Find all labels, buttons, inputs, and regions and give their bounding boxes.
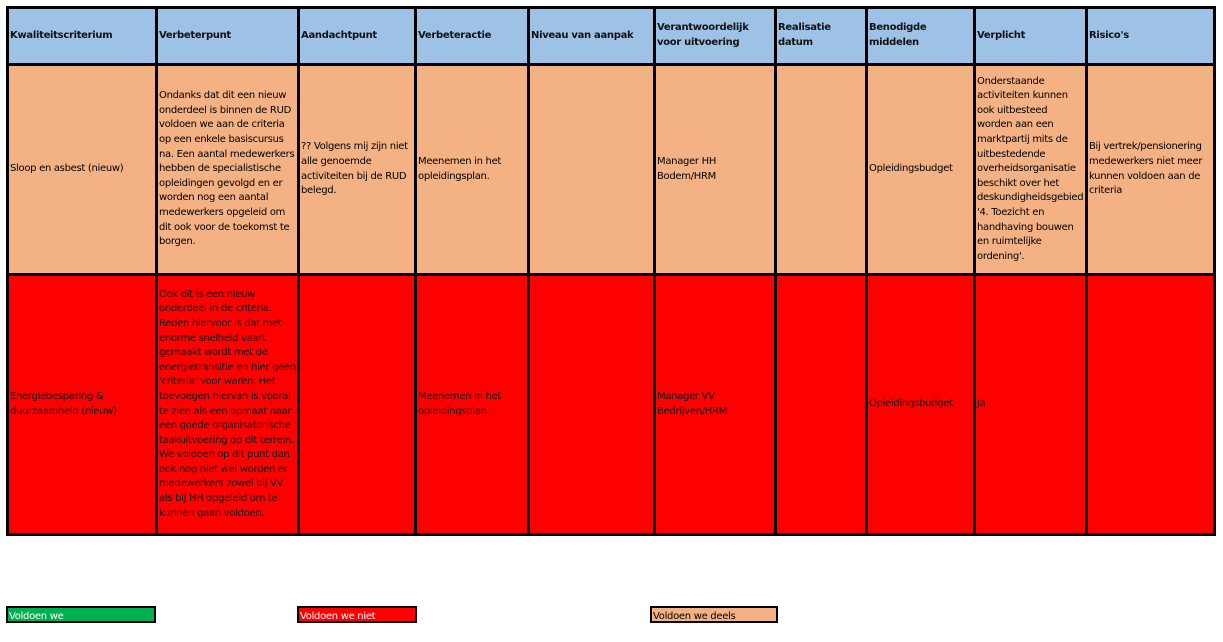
table-cell[interactable] xyxy=(297,273,417,536)
table-cell[interactable]: Ja xyxy=(973,273,1088,536)
table-cell[interactable] xyxy=(527,63,656,276)
table-cell[interactable] xyxy=(774,63,868,276)
criteria-table: Kwaliteitscriterium Verbeterpunt Aandach… xyxy=(6,6,1216,536)
table-cell[interactable]: Meenemen in het opleidingsplan. xyxy=(414,63,530,276)
header-verbeteractie[interactable]: Verbeteractie xyxy=(414,6,530,66)
legend-voldoen-we-niet[interactable]: Voldoen we niet xyxy=(297,606,417,623)
table-cell[interactable]: Meenemen in het opleidingsplan. xyxy=(414,273,530,536)
header-benodigde-middelen[interactable]: Benodigde middelen xyxy=(865,6,976,66)
table-cell[interactable]: Onderstaande activiteiten kunnen ook uit… xyxy=(973,63,1088,276)
header-aandachtpunt[interactable]: Aandachtpunt xyxy=(297,6,417,66)
header-verplicht[interactable]: Verplicht xyxy=(973,6,1088,66)
table-row: Energiebesparing & duurzaamheid (nieuw) … xyxy=(6,273,1216,536)
table-cell[interactable] xyxy=(774,273,868,536)
header-realisatie-datum[interactable]: Realisatie datum xyxy=(774,6,868,66)
header-niveau-van-aanpak[interactable]: Niveau van aanpak xyxy=(527,6,656,66)
table-row: Sloop en asbest (nieuw) Ondanks dat dit … xyxy=(6,63,1216,276)
table-cell[interactable]: Ondanks dat dit een nieuw onderdeel is b… xyxy=(155,63,300,276)
table-cell[interactable]: Manager VV Bedrijven/HRM xyxy=(653,273,777,536)
table-cell[interactable]: Bij vertrek/pensionering medewerkers nie… xyxy=(1085,63,1216,276)
header-verbeterpunt[interactable]: Verbeterpunt xyxy=(155,6,300,66)
table-cell[interactable]: ?? Volgens mij zijn niet alle genoemde a… xyxy=(297,63,417,276)
legend-voldoen-we[interactable]: Voldoen we xyxy=(6,606,156,623)
header-kwaliteitscriterium[interactable]: Kwaliteitscriterium xyxy=(6,6,158,66)
legend-voldoen-we-deels[interactable]: Voldoen we deels xyxy=(650,606,778,623)
table-cell[interactable]: Energiebesparing & duurzaamheid (nieuw) xyxy=(6,273,158,536)
table-cell[interactable]: Opleidingsbudget xyxy=(865,63,976,276)
cell-text: Ook dit is een nieuw onderdeel in de cri… xyxy=(159,288,296,519)
header-risicos[interactable]: Risico's xyxy=(1085,6,1216,66)
table-cell[interactable]: Opleidingsbudget xyxy=(865,273,976,536)
table-cell[interactable]: Ook dit is een nieuw onderdeel in de cri… xyxy=(155,273,300,536)
table-cell[interactable]: Manager HH Bodem/HRM xyxy=(653,63,777,276)
table-cell[interactable]: Sloop en asbest (nieuw) xyxy=(6,63,158,276)
table-cell[interactable] xyxy=(1085,273,1216,536)
header-row: Kwaliteitscriterium Verbeterpunt Aandach… xyxy=(6,6,1216,66)
table-cell[interactable] xyxy=(527,273,656,536)
header-verantwoordelijk[interactable]: Verantwoordelijk voor uitvoering xyxy=(653,6,777,66)
